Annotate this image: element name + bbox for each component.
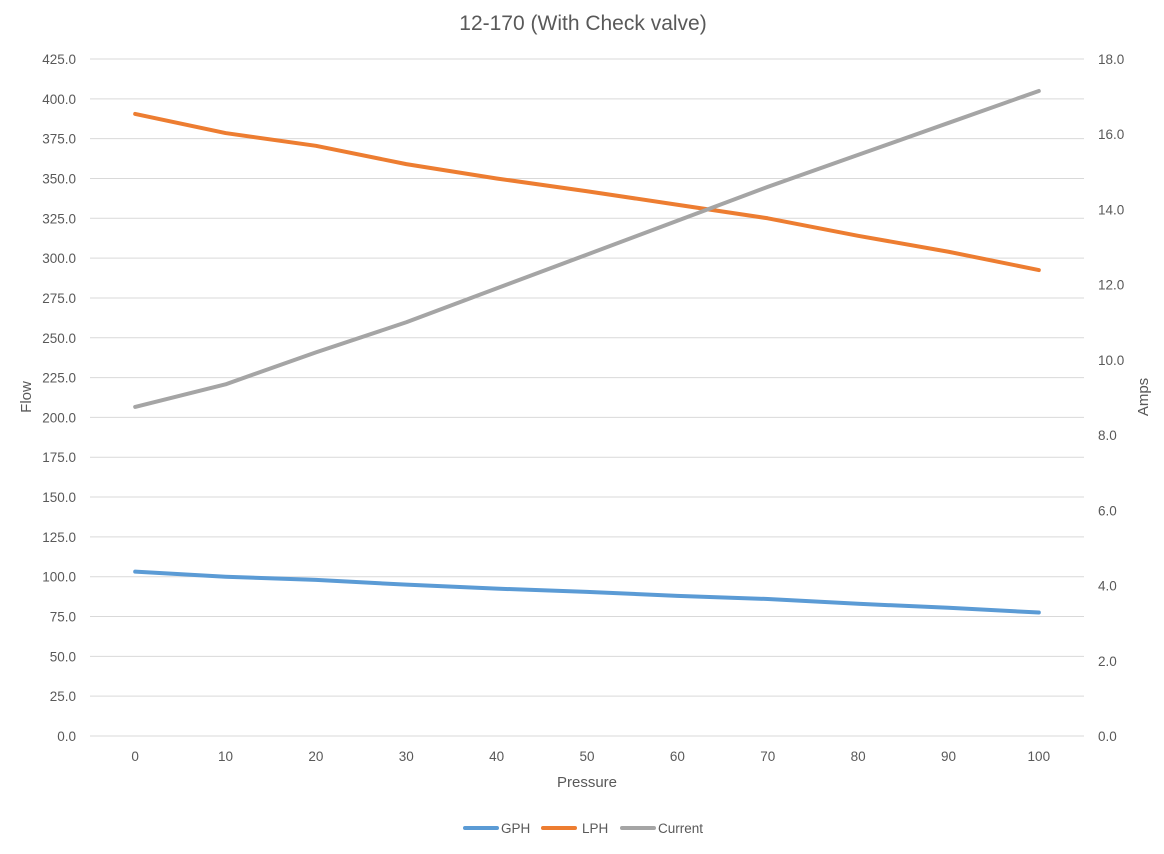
series-line-lph: [133, 111, 1041, 273]
left-axis-tick-labels: 0.0 25.0 50.0 75.0 100.0 125.0 150.0 175.0 200.0…: [42, 52, 76, 744]
y2-tick-label: 6.0: [1098, 503, 1117, 518]
y-tick-label: 75.0: [50, 610, 76, 625]
y2-tick-label: 10.0: [1098, 353, 1124, 368]
y2-tick-label: 18.0: [1098, 52, 1124, 67]
x-axis-tick-labels: 0 10 20 30 40 50 60 70 80 90 100: [131, 749, 1050, 764]
y2-tick-label: 14.0: [1098, 202, 1124, 217]
x-tick-label: 90: [941, 749, 956, 764]
y2-tick-label: 12.0: [1098, 278, 1124, 293]
y-tick-label: 425.0: [42, 52, 76, 67]
y-tick-label: 0.0: [57, 729, 76, 744]
y-tick-label: 125.0: [42, 530, 76, 545]
y2-tick-label: 16.0: [1098, 127, 1124, 142]
x-tick-label: 80: [851, 749, 866, 764]
y-tick-label: 50.0: [50, 649, 76, 664]
y-tick-label: 375.0: [42, 132, 76, 147]
x-tick-label: 30: [399, 749, 414, 764]
y-axis-title: Flow: [18, 381, 35, 413]
legend-label-current: Current: [658, 821, 703, 836]
chart-title: 12-170 (With Check valve): [459, 12, 706, 35]
x-tick-label: 40: [489, 749, 504, 764]
y-tick-label: 150.0: [42, 490, 76, 505]
y2-tick-label: 8.0: [1098, 428, 1117, 443]
x-tick-label: 20: [308, 749, 323, 764]
y-tick-label: 200.0: [42, 410, 76, 425]
x-tick-label: 0: [131, 749, 139, 764]
y-tick-label: 350.0: [42, 171, 76, 186]
legend: GPH LPH Current: [463, 821, 703, 836]
y2-axis-title: Amps: [1135, 378, 1152, 416]
x-tick-label: 60: [670, 749, 685, 764]
y-tick-label: 275.0: [42, 291, 76, 306]
y-tick-label: 25.0: [50, 689, 76, 704]
y2-tick-label: 2.0: [1098, 654, 1117, 669]
y2-tick-label: 0.0: [1098, 729, 1117, 744]
y-tick-label: 325.0: [42, 211, 76, 226]
y2-tick-label: 4.0: [1098, 579, 1117, 594]
x-tick-label: 70: [760, 749, 775, 764]
x-tick-label: 50: [579, 749, 594, 764]
right-axis-tick-labels: 0.0 2.0 4.0 6.0 8.0 10.0 12.0 14.0 16.0 18.0: [1098, 52, 1124, 744]
x-axis-title: Pressure: [557, 774, 617, 791]
x-tick-label: 100: [1028, 749, 1051, 764]
y-tick-label: 250.0: [42, 331, 76, 346]
legend-label-gph: GPH: [501, 821, 530, 836]
legend-label-lph: LPH: [582, 821, 608, 836]
gridlines: [90, 58, 1084, 737]
y-tick-label: 400.0: [42, 92, 76, 107]
series-lines: [133, 88, 1041, 615]
x-tick-label: 10: [218, 749, 233, 764]
series-line-current: [133, 88, 1041, 409]
series-line-gph: [133, 569, 1041, 615]
y-tick-label: 175.0: [42, 450, 76, 465]
y-tick-label: 300.0: [42, 251, 76, 266]
y-tick-label: 100.0: [42, 570, 76, 585]
y-tick-label: 225.0: [42, 371, 76, 386]
